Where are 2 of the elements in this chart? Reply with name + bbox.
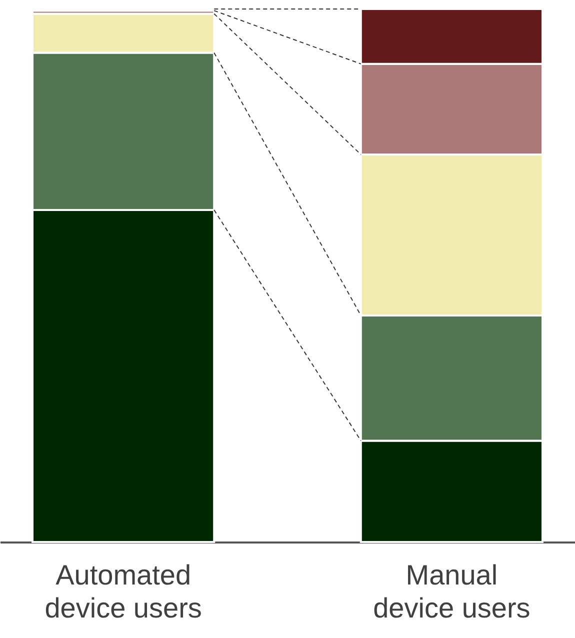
x-tick-label: Automated device users [44,560,202,624]
x-tick-label: Manual device users [373,560,530,624]
